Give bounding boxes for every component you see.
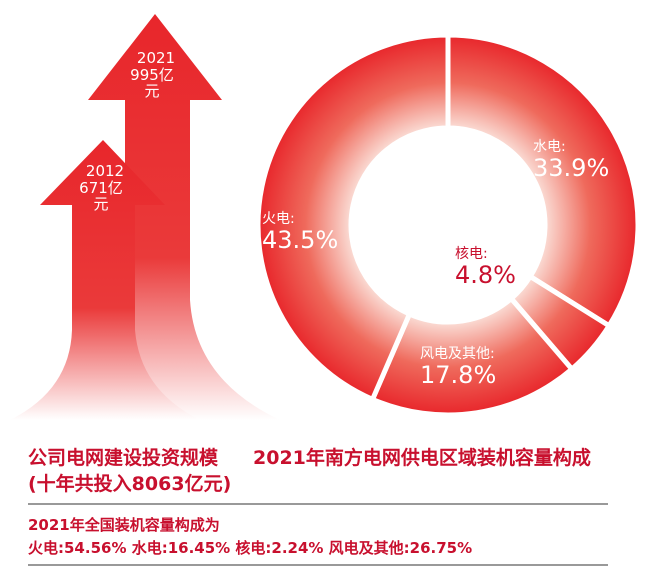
slice-label-hydro: 水电: 33.9%	[533, 139, 610, 183]
donut-slice-3	[255, 32, 451, 403]
investment-subtitle: (十年共投入8063亿元)	[28, 473, 232, 495]
slice-name: 水电:	[533, 139, 566, 155]
slice-label-thermal: 火电: 43.5%	[262, 211, 339, 255]
investment-title: 公司电网建设投资规模	[28, 447, 219, 469]
slice-value: 4.8%	[455, 261, 516, 290]
slice-value: 43.5%	[262, 226, 339, 255]
donut-slice-0	[445, 32, 641, 330]
arrow-2021-label: 2021 995亿元	[130, 49, 176, 100]
donut-slice-2	[369, 295, 576, 418]
year-2021: 2021	[136, 49, 176, 67]
slice-label-nuclear: 核电: 4.8%	[455, 246, 516, 290]
slice-name: 核电:	[455, 246, 488, 262]
national-heading: 2021年全国装机容量构成为	[28, 516, 220, 534]
divider	[28, 503, 608, 505]
value-2012: 671亿元	[79, 178, 123, 213]
slice-name: 火电:	[262, 211, 295, 227]
donut-chart	[255, 32, 641, 418]
year-2012: 2012	[85, 162, 125, 180]
slice-value: 33.9%	[533, 154, 610, 183]
divider	[28, 564, 608, 566]
arrow-2021	[30, 14, 280, 420]
arrow-2012	[10, 140, 200, 420]
national-breakdown: 火电:54.56% 水电:16.45% 核电:2.24% 风电及其他:26.75…	[28, 539, 473, 557]
donut-title: 2021年南方电网供电区域装机容量构成	[253, 447, 591, 469]
value-2021: 995亿元	[130, 65, 174, 100]
slice-value: 17.8%	[420, 361, 497, 390]
slice-name: 风电及其他:	[420, 346, 495, 362]
arrow-2012-label: 2012 671亿元	[79, 162, 125, 213]
slice-label-wind: 风电及其他: 17.8%	[420, 346, 497, 390]
